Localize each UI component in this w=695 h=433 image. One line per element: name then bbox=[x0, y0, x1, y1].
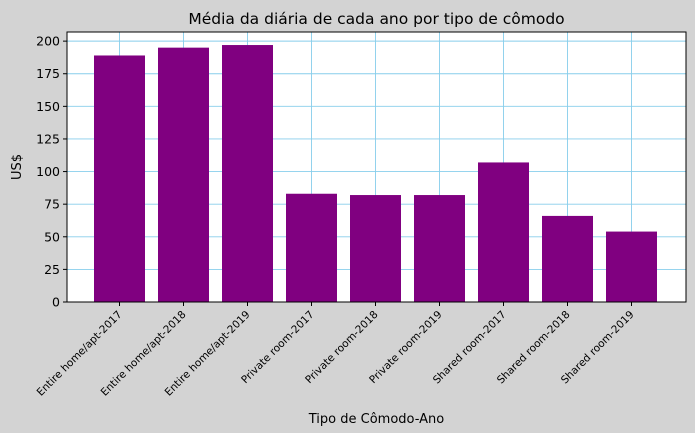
y-axis-label: US$ bbox=[10, 154, 25, 180]
y-tick-label: 200 bbox=[36, 34, 60, 49]
bar bbox=[286, 193, 337, 302]
bar bbox=[350, 195, 401, 302]
y-tick-label: 150 bbox=[36, 99, 60, 114]
plot-frame bbox=[66, 31, 687, 303]
bar bbox=[414, 195, 465, 302]
x-axis-label: Tipo de Cômodo-Ano bbox=[308, 412, 445, 427]
x-tick-label: Shared room-2019 bbox=[559, 309, 637, 387]
y-tick-label: 25 bbox=[44, 262, 60, 277]
y-tick-label: 100 bbox=[36, 164, 60, 179]
y-axis: 0 25 50 75 100 125 150 175 200 bbox=[36, 34, 67, 310]
y-tick-label: 175 bbox=[36, 66, 60, 81]
y-tick-label: 125 bbox=[36, 131, 60, 146]
bar bbox=[478, 162, 529, 302]
bars bbox=[94, 45, 657, 303]
y-tick-label: 0 bbox=[52, 295, 60, 310]
chart-title: Média da diária de cada ano por tipo de … bbox=[188, 10, 564, 28]
y-tick-label: 75 bbox=[44, 197, 60, 212]
bar bbox=[94, 55, 145, 303]
bar bbox=[222, 45, 273, 302]
bar bbox=[542, 215, 593, 302]
bar bbox=[158, 47, 209, 302]
y-tick-label: 50 bbox=[44, 229, 60, 244]
bar bbox=[606, 231, 657, 302]
